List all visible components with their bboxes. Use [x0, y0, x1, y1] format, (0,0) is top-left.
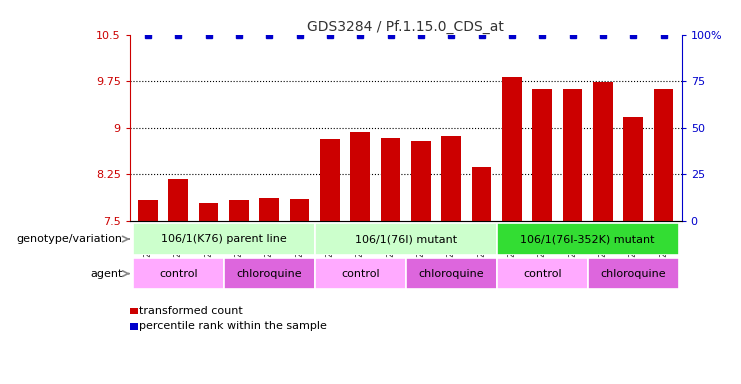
Text: transformed count: transformed count — [139, 306, 243, 316]
Bar — [168, 179, 188, 221]
Bar — [290, 199, 310, 221]
Bar — [350, 132, 370, 221]
Text: agent: agent — [90, 268, 122, 279]
Bar — [224, 258, 315, 289]
Text: percentile rank within the sample: percentile rank within the sample — [139, 321, 327, 331]
Bar — [654, 89, 674, 221]
Text: chloroquine: chloroquine — [600, 268, 666, 279]
Bar — [315, 258, 406, 289]
Bar — [502, 77, 522, 221]
Bar — [320, 139, 339, 221]
Bar — [496, 258, 588, 289]
Bar — [259, 198, 279, 221]
Bar — [623, 116, 643, 221]
Bar — [199, 203, 219, 221]
Text: 106/1(76I) mutant: 106/1(76I) mutant — [355, 234, 456, 244]
Title: GDS3284 / Pf.1.15.0_CDS_at: GDS3284 / Pf.1.15.0_CDS_at — [308, 20, 504, 33]
Bar — [562, 89, 582, 221]
Bar — [315, 223, 496, 255]
Bar — [381, 138, 400, 221]
Bar — [411, 141, 431, 221]
Bar — [472, 167, 491, 221]
Text: chloroquine: chloroquine — [236, 268, 302, 279]
Bar — [442, 136, 461, 221]
Bar — [588, 258, 679, 289]
Bar — [532, 89, 552, 221]
Text: 106/1(76I-352K) mutant: 106/1(76I-352K) mutant — [520, 234, 655, 244]
Bar — [133, 223, 315, 255]
Bar — [406, 258, 496, 289]
Bar — [133, 258, 224, 289]
Text: control: control — [523, 268, 562, 279]
Text: control: control — [341, 268, 379, 279]
Bar — [496, 223, 679, 255]
Bar — [593, 82, 613, 221]
Text: genotype/variation: genotype/variation — [16, 234, 122, 244]
Text: 106/1(K76) parent line: 106/1(K76) parent line — [161, 234, 287, 244]
Text: control: control — [159, 268, 198, 279]
Bar — [138, 200, 158, 221]
Text: chloroquine: chloroquine — [419, 268, 484, 279]
Bar — [229, 200, 249, 221]
